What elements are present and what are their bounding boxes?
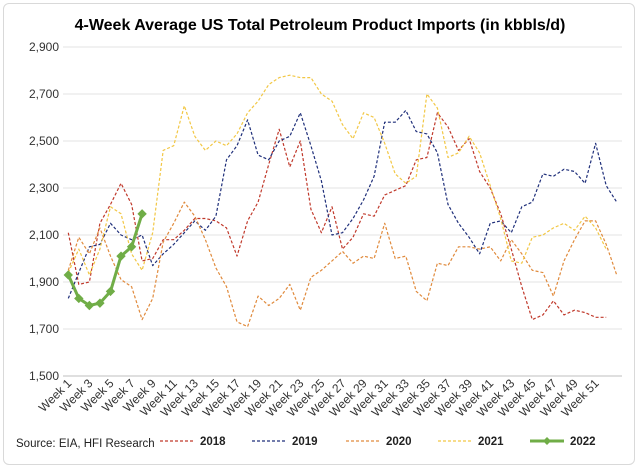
y-tick-label: 2,500 bbox=[29, 134, 59, 148]
gridlines bbox=[63, 46, 622, 377]
y-axis: 1,500 1,700 1,900 2,100 2,300 2,500 2,700 2,900 bbox=[29, 40, 59, 383]
legend: 2018 2019 2020 2021 2022 bbox=[160, 436, 596, 448]
data-point-2022 bbox=[63, 270, 73, 280]
y-tick-label: 1,900 bbox=[29, 275, 59, 289]
legend-label-2018: 2018 bbox=[200, 436, 226, 448]
data-point-2022 bbox=[137, 209, 147, 219]
y-tick-label: 2,300 bbox=[29, 181, 59, 195]
legend-label-2022: 2022 bbox=[570, 436, 596, 448]
y-tick-label: 2,100 bbox=[29, 228, 59, 242]
series-line-2021 bbox=[67, 74, 607, 276]
series-line-2019 bbox=[67, 109, 618, 299]
data-point-2022 bbox=[74, 293, 84, 304]
series-line-2022 bbox=[66, 213, 144, 307]
data-point-2022 bbox=[95, 298, 105, 308]
legend-label-2020: 2020 bbox=[386, 436, 412, 448]
data-point-2022 bbox=[105, 286, 116, 297]
y-tick-label: 2,900 bbox=[29, 40, 59, 54]
source-note: Source: EIA, HFI Research bbox=[16, 438, 155, 450]
y-tick-label: 1,700 bbox=[29, 322, 59, 336]
legend-label-2021: 2021 bbox=[478, 436, 504, 448]
series-line-2020 bbox=[67, 201, 618, 328]
legend-label-2019: 2019 bbox=[292, 436, 318, 448]
legend-marker-2022 bbox=[543, 437, 551, 445]
y-tick-label: 1,500 bbox=[29, 369, 59, 383]
series-lines bbox=[63, 74, 618, 328]
data-point-2022 bbox=[84, 300, 95, 311]
chart-title: 4-Week Average US Total Petroleum Produc… bbox=[75, 17, 566, 34]
data-point-2022 bbox=[126, 242, 137, 252]
series-line-2018 bbox=[67, 112, 607, 321]
y-tick-label: 2,700 bbox=[29, 87, 59, 101]
chart-frame bbox=[3, 3, 635, 465]
data-point-2022 bbox=[116, 251, 126, 261]
